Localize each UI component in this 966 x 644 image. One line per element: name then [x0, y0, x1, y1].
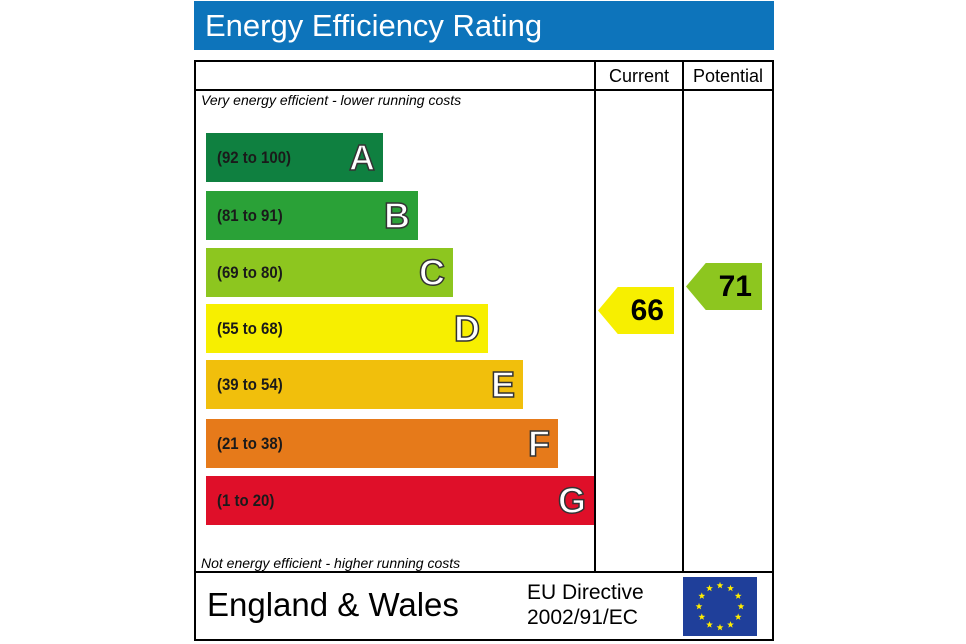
- band-g-letter: G: [557, 479, 587, 522]
- band-e-letter: E: [490, 363, 516, 406]
- potential-column-header: Potential: [692, 66, 764, 86]
- band-b-bar: (81 to 91) B: [206, 191, 418, 240]
- band-d-letter: D: [453, 307, 481, 350]
- band-e-bar: (39 to 54) E: [206, 360, 523, 409]
- eu-directive: EU Directive 2002/91/EC: [527, 580, 644, 630]
- band-d-bar: (55 to 68) D: [206, 304, 488, 353]
- band-g-range: (1 to 20): [217, 491, 275, 510]
- eu-star-icon: [727, 621, 734, 628]
- band-d-range: (55 to 68): [217, 319, 283, 338]
- eu-star-icon: [737, 602, 745, 610]
- rating-table: [194, 60, 774, 641]
- directive-line-2: 2002/91/EC: [527, 606, 638, 629]
- eu-star-icon: [698, 613, 706, 620]
- eu-star-icon: [695, 602, 703, 610]
- band-g-bar: (1 to 20) G: [206, 476, 594, 525]
- band-b-range: (81 to 91): [217, 206, 283, 225]
- eu-star-icon: [706, 621, 713, 628]
- band-a-letter: A: [348, 136, 376, 179]
- eu-star-icon: [716, 581, 724, 589]
- header-divider: [194, 89, 774, 91]
- region-label: England & Wales: [207, 586, 459, 623]
- band-a-bar: (92 to 100) A: [206, 133, 383, 182]
- eu-star-icon: [716, 623, 724, 631]
- potential-rating-value: 71: [718, 270, 752, 303]
- band-c-bar: (69 to 80) C: [206, 248, 453, 297]
- top-note: Very energy efficient - lower running co…: [201, 92, 462, 108]
- page-title: Energy Efficiency Rating: [194, 1, 774, 50]
- band-f-bar: (21 to 38) F: [206, 419, 558, 468]
- eu-star-icon: [734, 613, 742, 620]
- eu-flag-icon: [683, 577, 757, 636]
- band-f-range: (21 to 38): [217, 434, 283, 453]
- band-a-range: (92 to 100): [217, 148, 292, 167]
- directive-line-1: EU Directive: [527, 581, 644, 604]
- band-f-letter: F: [527, 422, 551, 465]
- eu-star-icon: [698, 592, 706, 599]
- band-b-letter: B: [383, 194, 411, 237]
- eu-star-icon: [734, 592, 742, 599]
- band-e-range: (39 to 54): [217, 375, 283, 394]
- eu-star-icon: [706, 584, 713, 592]
- eu-star-icon: [727, 584, 734, 592]
- current-column-header: Current: [608, 66, 670, 86]
- footer-divider: [194, 571, 774, 573]
- band-c-letter: C: [418, 251, 446, 294]
- band-c-range: (69 to 80): [217, 263, 283, 282]
- current-rating-value: 66: [630, 294, 664, 327]
- column-divider-current: [594, 62, 596, 572]
- column-divider-potential: [682, 62, 684, 572]
- bottom-note: Not energy efficient - higher running co…: [201, 555, 461, 571]
